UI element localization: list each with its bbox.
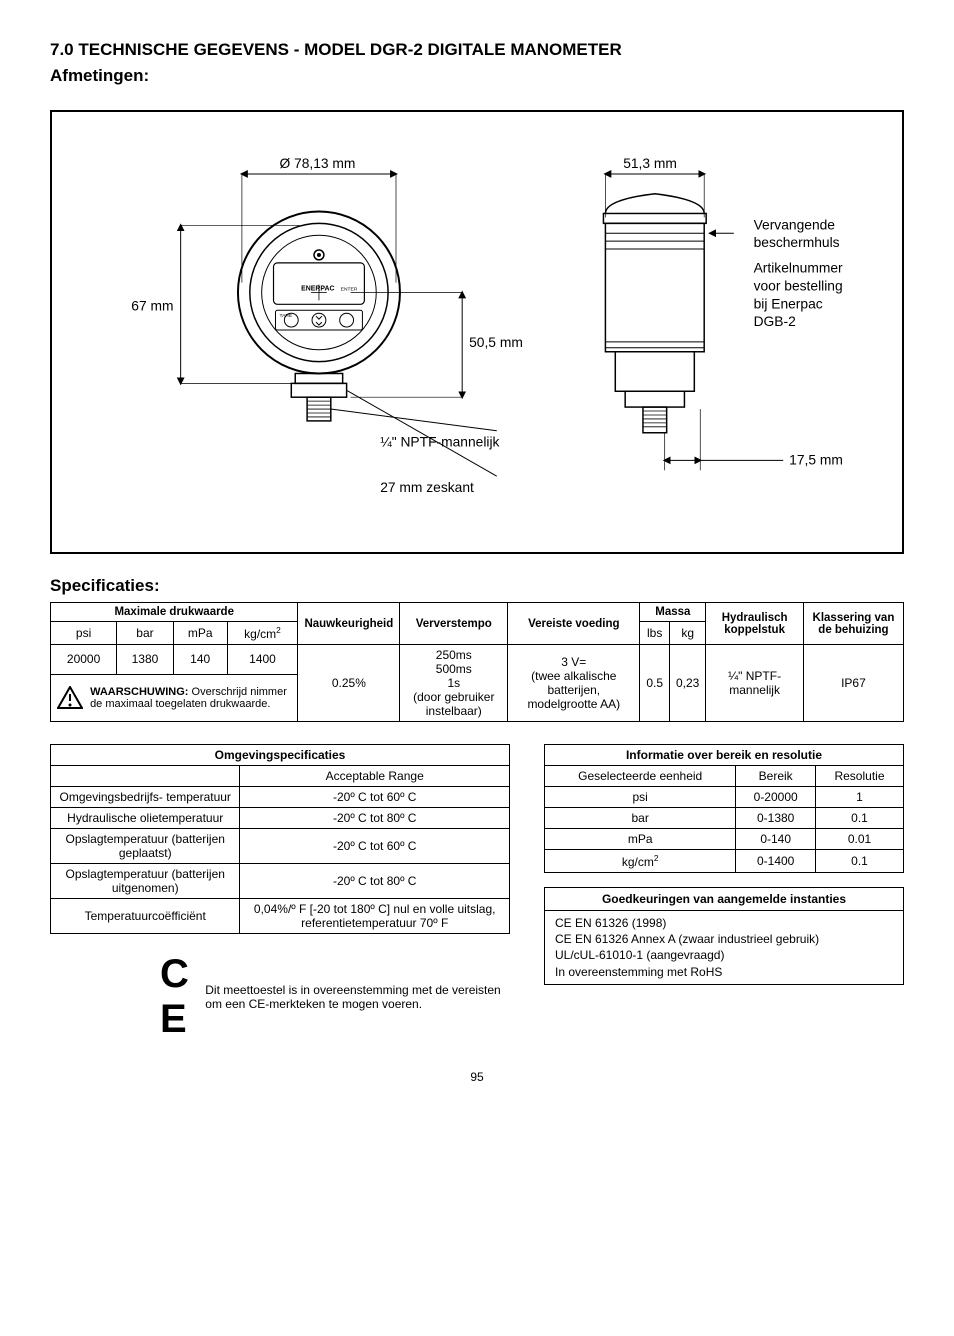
rr0s: 1 [815, 787, 903, 808]
env-r4-l: Temperatuurcoëfficiënt [51, 899, 240, 934]
env-r1-v: -20º C tot 80º C [240, 808, 510, 829]
boot-l3: Artikelnummer [754, 260, 843, 276]
env-r1-l: Hydraulische olietemperatuur [51, 808, 240, 829]
u-bar: bar [117, 622, 174, 645]
hdr-maxpressure: Maximale drukwaarde [51, 603, 298, 622]
v-power: 3 V= (twee alkalische batterijen, modelg… [508, 645, 640, 722]
rr3s: 0.1 [815, 850, 903, 873]
rr3r: 0-1400 [736, 850, 816, 873]
v-kg: 0,23 [670, 645, 706, 722]
dim-nptf: ¼" NPTF-mannelijk [380, 434, 499, 450]
rr2u: mPa [545, 829, 736, 850]
ce-text: Dit meettoestel is in overeenstemming me… [205, 983, 510, 1011]
boot-l5: bij Enerpac [754, 295, 823, 311]
dim-513: 51,3 mm [623, 155, 677, 171]
approvals-table: Goedkeuringen van aangemelde instanties … [544, 887, 904, 985]
v-kgcm: 1400 [227, 645, 298, 675]
dim-diameter: Ø 78,13 mm [279, 155, 355, 171]
u-kgcm: kg/cm2 [227, 622, 298, 645]
range-h-range: Bereik [736, 766, 816, 787]
hdr-power: Vereiste voeding [508, 603, 640, 645]
env-title: Omgevingspecificaties [51, 745, 510, 766]
env-r0-v: -20º C tot 60º C [240, 787, 510, 808]
v-accuracy: 0.25% [298, 645, 400, 722]
dimensions-diagram: ENERPAC ENTER TARE Ø 78,13 mm 67 mm [50, 110, 904, 554]
rr0u: psi [545, 787, 736, 808]
main-spec-table: Maximale drukwaarde Nauwkeurigheid Verve… [50, 602, 904, 722]
rr2s: 0.01 [815, 829, 903, 850]
dim-67: 67 mm [131, 297, 173, 313]
env-r2-l: Opslagtemperatuur (batterijen geplaatst) [51, 829, 240, 864]
v-bar: 1380 [117, 645, 174, 675]
hdr-housing: Klassering van de behuizing [803, 603, 903, 645]
env-r2-v: -20º C tot 60º C [240, 829, 510, 864]
rr2r: 0-140 [736, 829, 816, 850]
env-table: Omgevingspecificaties Acceptable Range O… [50, 744, 510, 934]
env-range-hdr: Acceptable Range [240, 766, 510, 787]
range-h-unit: Geselecteerde eenheid [545, 766, 736, 787]
env-r4-v: 0,04%/º F [-20 tot 180º C] nul en volle … [240, 899, 510, 934]
rr1u: bar [545, 808, 736, 829]
v-psi: 20000 [51, 645, 117, 675]
env-r3-v: -20º C tot 80º C [240, 864, 510, 899]
ce-mark-icon: C E [160, 952, 191, 1042]
range-table: Informatie over bereik en resolutie Gese… [544, 744, 904, 873]
tare-label: TARE [279, 313, 292, 319]
u-mpa: mPa [173, 622, 227, 645]
approvals-title: Goedkeuringen van aangemelde instanties [545, 888, 904, 911]
rr1r: 0-1380 [736, 808, 816, 829]
appr-body: CE EN 61326 (1998) CE EN 61326 Annex A (… [545, 911, 904, 985]
range-h-res: Resolutie [815, 766, 903, 787]
v-mpa: 140 [173, 645, 227, 675]
env-r0-l: Omgevingsbedrijfs- temperatuur [51, 787, 240, 808]
env-r3-l: Opslagtemperatuur (batterijen uitgenomen… [51, 864, 240, 899]
dimensions-label: Afmetingen: [50, 66, 904, 86]
hdr-coupler: Hydraulisch koppelstuk [706, 603, 804, 645]
v-refresh: 250ms 500ms 1s (door gebruiker instelbaa… [400, 645, 508, 722]
dim-175: 17,5 mm [789, 451, 843, 467]
hdr-accuracy: Nauwkeurigheid [298, 603, 400, 645]
range-title: Informatie over bereik en resolutie [545, 745, 904, 766]
env-empty [51, 766, 240, 787]
u-kg: kg [670, 622, 706, 645]
warning-icon [57, 686, 83, 710]
hdr-mass: Massa [640, 603, 706, 622]
v-housing: IP67 [803, 645, 903, 722]
boot-l6: DGB-2 [754, 313, 796, 329]
u-lbs: lbs [640, 622, 670, 645]
ce-statement: C E Dit meettoestel is in overeenstemmin… [160, 952, 510, 1042]
v-lbs: 0.5 [640, 645, 670, 722]
dim-hex: 27 mm zeskant [380, 479, 474, 495]
boot-l4: voor bestelling [754, 278, 843, 294]
enter-label: ENTER [341, 287, 358, 293]
boot-l1: Vervangende [754, 216, 836, 232]
section-title: 7.0 TECHNISCHE GEGEVENS - MODEL DGR-2 DI… [50, 40, 904, 60]
rr0r: 0-20000 [736, 787, 816, 808]
warning-cell: WAARSCHUWING: Overschrijd nimmer de maxi… [51, 674, 298, 721]
rr3u: kg/cm2 [545, 850, 736, 873]
u-psi: psi [51, 622, 117, 645]
warning-title: WAARSCHUWING: [90, 686, 188, 698]
boot-l2: beschermhuls [754, 234, 840, 250]
dim-505: 50,5 mm [469, 334, 523, 350]
brand-label: ENERPAC [301, 286, 334, 293]
spec-label: Specificaties: [50, 576, 904, 596]
hdr-refresh: Ververstempo [400, 603, 508, 645]
rr1s: 0.1 [815, 808, 903, 829]
v-coupler: ¼" NPTF-mannelijk [706, 645, 804, 722]
page-number: 95 [50, 1070, 904, 1084]
